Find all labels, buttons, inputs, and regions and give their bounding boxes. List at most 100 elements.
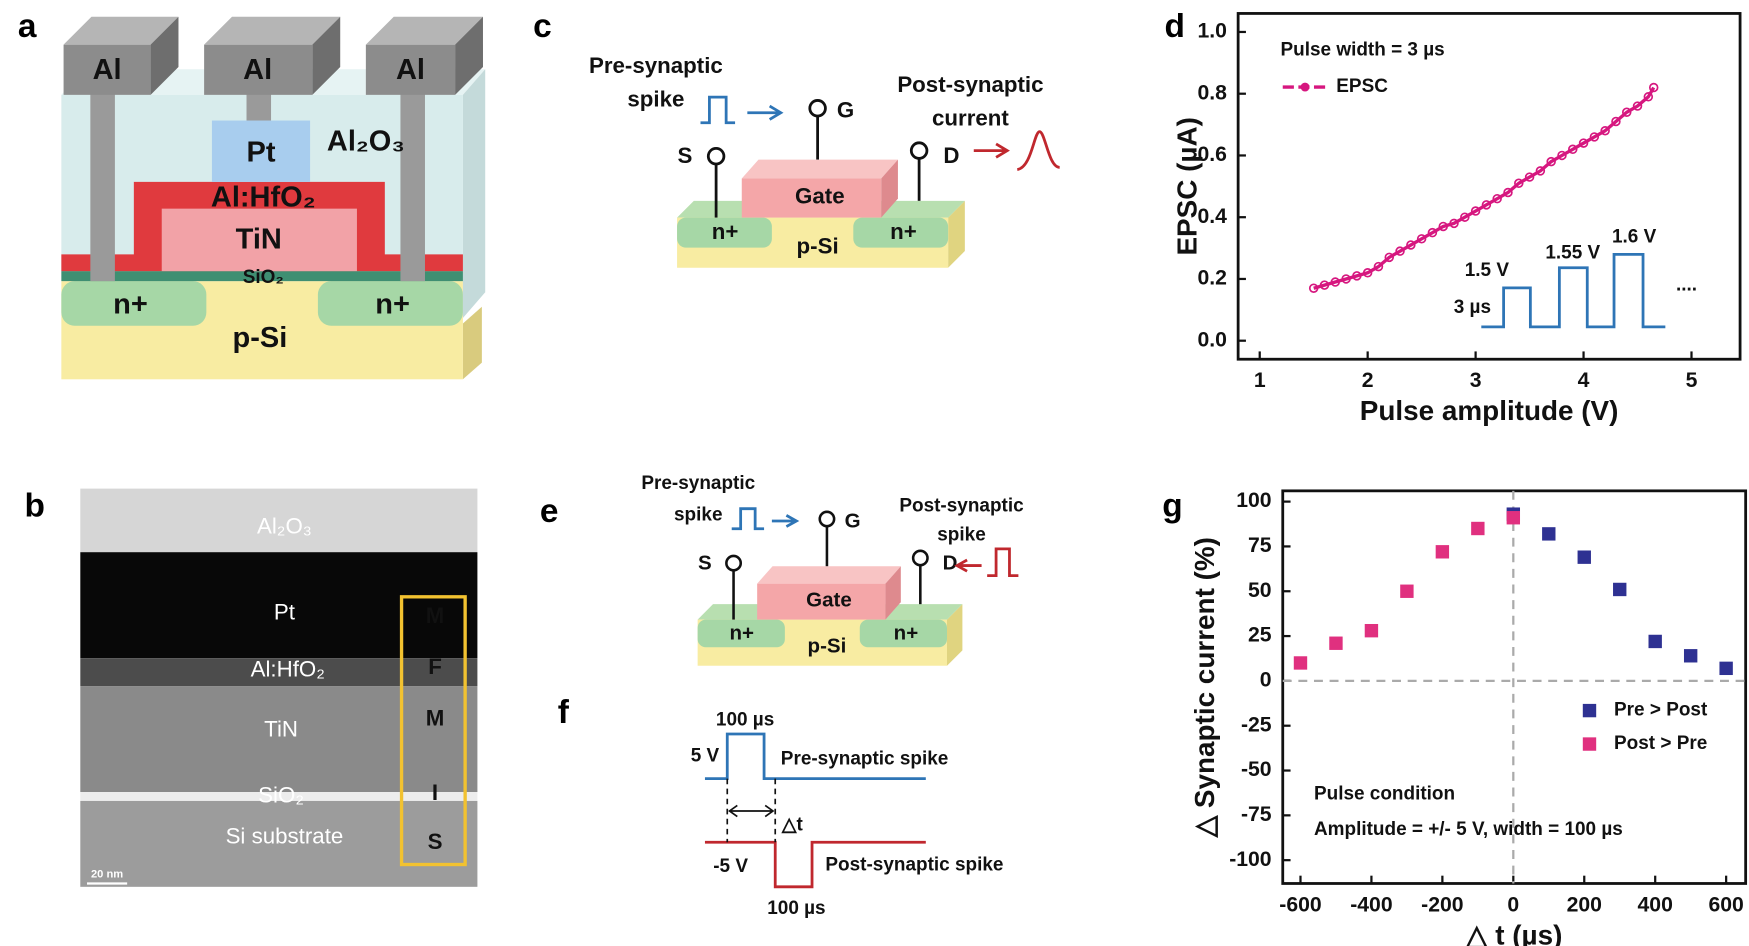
label: n+ [730, 621, 755, 644]
legend-swatch [1300, 82, 1310, 92]
label: S [428, 829, 443, 854]
point [1568, 144, 1578, 155]
device-c: S G D Gate n+ n+ p-Si [677, 97, 965, 268]
label: 1.55 V [1545, 242, 1600, 263]
arrow [728, 804, 775, 818]
label: -5 V [713, 856, 748, 877]
point [1400, 584, 1414, 598]
x-tick-label: -400 [1350, 893, 1392, 916]
label: Pt [274, 599, 296, 624]
point [1471, 521, 1485, 536]
line-series [1313, 86, 1656, 290]
arrow [954, 558, 982, 573]
label: △t [781, 814, 804, 835]
legend-label: Post > Pre [1614, 733, 1707, 754]
label: M [426, 705, 445, 730]
terminal [706, 147, 726, 166]
panel-label: a [18, 8, 37, 45]
label: Pre-synaptic [589, 53, 723, 78]
x-axis-label: Pulse amplitude (V) [1360, 395, 1619, 426]
cap-side [312, 16, 341, 95]
point [1406, 240, 1416, 250]
pulse [987, 547, 1019, 578]
annotation: Amplitude = +/- 5 V, width = 100 µs [1314, 819, 1623, 840]
label: G [837, 97, 854, 122]
x-axis-label: △ t (µs) [1465, 919, 1562, 946]
label: 20 nm [91, 869, 123, 881]
label: .... [1676, 275, 1697, 296]
oxide-side [462, 69, 486, 318]
x-tick-label: -600 [1279, 893, 1321, 916]
point [1577, 550, 1591, 564]
label: Al [243, 54, 272, 86]
label: TiN [264, 717, 298, 742]
label: 1.6 V [1612, 227, 1657, 248]
label: Post-synaptic [897, 72, 1043, 97]
y-axis-label: △ Synaptic current (%) [1189, 537, 1220, 838]
device-e: S G D Gate n+ n+ p-Si [697, 510, 963, 666]
point [1542, 527, 1556, 541]
layer [80, 552, 478, 659]
point [1719, 661, 1733, 676]
point [1427, 227, 1438, 238]
n-region [697, 619, 785, 648]
point [1416, 234, 1427, 244]
label: Al [396, 54, 425, 86]
point [1460, 212, 1470, 222]
al-pillar [400, 89, 425, 282]
point [1506, 511, 1521, 525]
label: S [677, 143, 692, 168]
label: 5 V [691, 745, 720, 766]
y-tick-label: 100 [1236, 489, 1271, 512]
x-tick-label: 3 [1470, 369, 1482, 392]
label: spike [627, 86, 684, 111]
label: 3 µs [1454, 297, 1491, 318]
y-tick-label: 0.8 [1198, 81, 1228, 104]
point [1435, 545, 1450, 559]
point [1683, 649, 1698, 663]
annotation: Pulse condition [1314, 783, 1455, 804]
y-tick-label: -50 [1241, 758, 1272, 781]
x-tick-label: 2 [1362, 369, 1374, 392]
gate-top [741, 159, 898, 179]
point [1643, 92, 1654, 102]
point [1384, 252, 1394, 263]
y-tick-label: 0.2 [1198, 267, 1227, 290]
n-region [853, 217, 949, 248]
label: D [943, 552, 958, 575]
panel-label: f [558, 694, 570, 731]
panel-label: d [1165, 8, 1185, 45]
point [1319, 280, 1330, 290]
point [1524, 172, 1535, 182]
gate-top [757, 566, 901, 584]
y-tick-label: 75 [1248, 534, 1272, 557]
label: n+ [375, 288, 410, 320]
terminal [909, 141, 929, 160]
y-tick-label: 25 [1248, 624, 1272, 647]
tem-image: Al₂O₃ Pt Al:HfO₂ TiN SiO₂ Si substrate 2… [80, 488, 478, 887]
label: 100 µs [767, 898, 825, 919]
legend-label: EPSC [1336, 76, 1388, 97]
substrate-side [462, 306, 482, 380]
layer [80, 488, 478, 553]
label: F [428, 654, 442, 679]
point [1329, 636, 1343, 650]
cap-top [204, 16, 341, 45]
inset: 1.5 V 1.55 V 1.6 V 3 µs .... [1454, 227, 1697, 329]
label: Pt [247, 137, 276, 169]
n-region [317, 281, 463, 326]
tin-layer [161, 208, 357, 272]
gate [757, 583, 886, 620]
label: Pre-synaptic [641, 473, 755, 494]
label: SiO₂ [258, 782, 304, 807]
y-tick-label: -75 [1241, 803, 1272, 826]
layer [80, 658, 478, 687]
x-tick-label: 4 [1578, 369, 1590, 392]
terminal [911, 549, 929, 567]
point [1481, 200, 1492, 210]
terminal [818, 510, 836, 528]
label: Al:HfO₂ [211, 181, 316, 213]
substrate-side [947, 604, 963, 666]
point [1648, 82, 1659, 93]
